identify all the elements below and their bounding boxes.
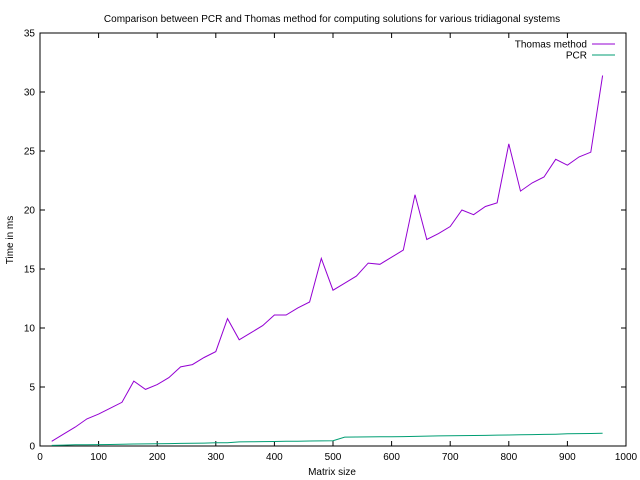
x-tick-label: 400 [266,452,283,463]
x-tick-label: 800 [500,452,517,463]
y-tick-label: 5 [29,383,35,394]
chart-title: Comparison between PCR and Thomas method… [104,14,560,25]
legend-label-thomas-method: Thomas method [515,40,587,51]
y-tick-label: 25 [24,147,36,158]
x-tick-label: 200 [149,452,166,463]
series-line-pcr [51,432,603,446]
x-tick-label: 100 [90,452,107,463]
x-tick-label: 0 [37,452,43,463]
x-tick-label: 1000 [615,452,638,463]
y-tick-label: 15 [24,265,36,276]
x-tick-label: 500 [325,452,342,463]
axes: 0 100 200 300 400 500 600 700 800 900 1000 0 5 10 15 20… [24,29,638,464]
y-tick-label: 0 [29,442,35,453]
y-tick-label: 35 [24,29,36,40]
x-tick-label: 600 [383,452,400,463]
y-axis-title: Time in ms [5,216,16,265]
y-tick-label: 20 [24,206,36,217]
y-tick-label: 10 [24,324,36,335]
x-tick-label: 900 [559,452,576,463]
x-tick-label: 300 [207,452,224,463]
series-line-thomas-method [51,75,604,442]
y-tick-label: 30 [24,88,36,99]
series-lines [51,75,604,446]
x-axis-title: Matrix size [308,467,356,478]
legend-label-pcr: PCR [566,51,587,62]
x-tick-label: 700 [442,452,459,463]
